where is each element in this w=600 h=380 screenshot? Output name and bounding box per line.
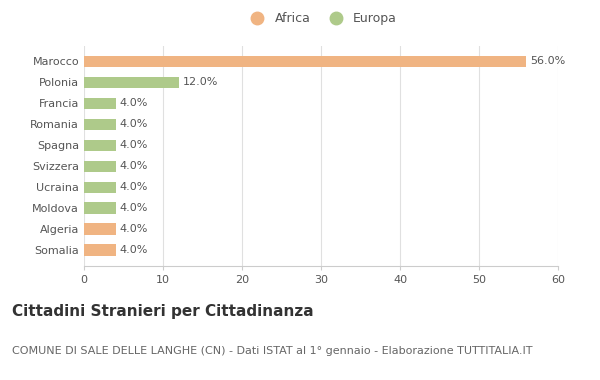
Bar bbox=[84, 223, 116, 235]
Bar bbox=[84, 182, 116, 193]
Text: 4.0%: 4.0% bbox=[119, 98, 148, 108]
Bar bbox=[84, 203, 116, 214]
Text: COMUNE DI SALE DELLE LANGHE (CN) - Dati ISTAT al 1° gennaio - Elaborazione TUTTI: COMUNE DI SALE DELLE LANGHE (CN) - Dati … bbox=[12, 346, 533, 356]
Text: 4.0%: 4.0% bbox=[119, 182, 148, 192]
Bar bbox=[84, 98, 116, 109]
Text: 4.0%: 4.0% bbox=[119, 119, 148, 129]
Bar bbox=[84, 77, 179, 88]
Text: 56.0%: 56.0% bbox=[530, 56, 566, 66]
Text: 4.0%: 4.0% bbox=[119, 245, 148, 255]
Bar bbox=[84, 119, 116, 130]
Text: 4.0%: 4.0% bbox=[119, 224, 148, 234]
Bar bbox=[84, 160, 116, 172]
Text: 4.0%: 4.0% bbox=[119, 203, 148, 213]
Bar bbox=[84, 139, 116, 151]
Bar bbox=[84, 55, 526, 67]
Text: 4.0%: 4.0% bbox=[119, 140, 148, 150]
Legend: Africa, Europa: Africa, Europa bbox=[245, 12, 397, 25]
Text: 12.0%: 12.0% bbox=[183, 78, 218, 87]
Text: Cittadini Stranieri per Cittadinanza: Cittadini Stranieri per Cittadinanza bbox=[12, 304, 314, 319]
Text: 4.0%: 4.0% bbox=[119, 161, 148, 171]
Bar bbox=[84, 244, 116, 256]
